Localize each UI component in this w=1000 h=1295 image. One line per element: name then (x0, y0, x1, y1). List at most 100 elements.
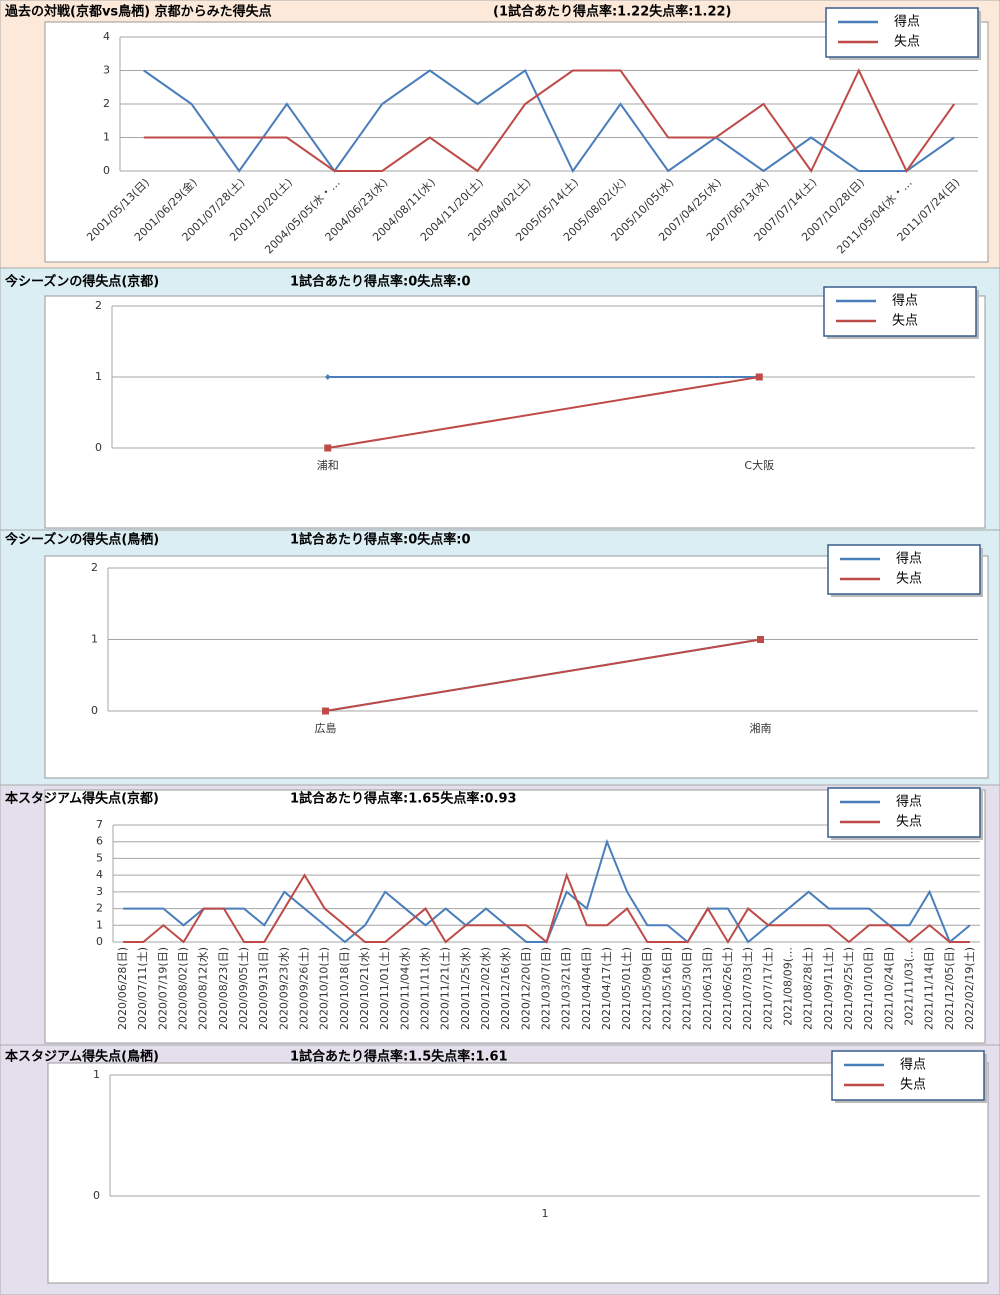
x-tick-label: 2021/11/14(日) (923, 947, 936, 1030)
x-tick-label: 2020/11/25(水) (459, 947, 472, 1030)
y-tick-label: 4 (96, 868, 103, 881)
legend-label: 失点 (896, 572, 922, 587)
chart-title: 本スタジアム得失点(京都) (5, 791, 159, 807)
x-tick-label: 2020/10/10(土) (318, 947, 331, 1030)
y-tick-label: 2 (96, 902, 103, 915)
y-tick-label: 3 (96, 885, 103, 898)
y-tick-label: 1 (93, 1068, 100, 1081)
x-tick-label: 2020/06/28(日) (116, 947, 129, 1030)
x-tick-label: 2020/11/01(土) (378, 947, 391, 1030)
y-tick-label: 3 (103, 64, 110, 77)
x-tick-label: 2021/08/09(… (781, 947, 794, 1026)
legend-box (831, 1050, 985, 1101)
y-tick-label: 7 (96, 818, 103, 831)
series-line (143, 68, 955, 173)
x-tick-label: 2021/09/25(土) (842, 947, 855, 1030)
x-tick-label: 2021/12/05(日) (943, 947, 956, 1030)
series-line (123, 872, 970, 944)
y-tick-label: 2 (91, 561, 98, 574)
x-tick-label: 2020/09/13(日) (257, 947, 270, 1030)
chart-title: 今シーズンの得失点(鳥栖) (4, 532, 159, 548)
x-tick-label: 2021/08/28(土) (802, 947, 815, 1030)
x-tick-label: 2020/11/04(水) (398, 947, 411, 1030)
series-line (143, 68, 955, 173)
point-marker (757, 636, 764, 643)
y-tick-label: 6 (96, 835, 103, 848)
y-tick-label: 1 (96, 918, 103, 931)
legend-label: 失点 (892, 314, 918, 329)
y-tick-label: 2 (103, 97, 110, 110)
x-tick-label: 広島 (315, 721, 337, 735)
x-tick-label: 2022/02/19(土) (963, 947, 976, 1030)
y-tick-label: 4 (103, 30, 110, 43)
x-tick-label: 2020/08/12(水) (197, 947, 210, 1030)
chart-subtitle: (1試合あたり得点率:1.22失点率:1.22) (493, 4, 731, 20)
x-tick-label: 2021/10/24(日) (882, 947, 895, 1030)
legend-label: 得点 (894, 14, 920, 30)
x-tick-label: 2021/04/04(日) (580, 947, 593, 1030)
x-tick-label: 2020/08/23(日) (217, 947, 230, 1030)
x-tick-label: C大阪 (744, 458, 774, 472)
x-tick-label: 浦和 (317, 459, 339, 472)
legend-label: 得点 (892, 293, 918, 309)
legend-box (827, 787, 981, 838)
y-tick-label: 1 (91, 633, 98, 646)
x-tick-label: 2021/06/13(日) (701, 947, 714, 1030)
y-tick-label: 1 (103, 131, 110, 144)
y-tick-label: 0 (96, 935, 103, 948)
point-marker (755, 373, 763, 381)
x-tick-label: 2021/07/17(土) (761, 947, 774, 1030)
legend-label: 失点 (900, 1078, 926, 1093)
x-tick-label: 2020/12/02(水) (479, 947, 492, 1030)
x-tick-label: 2021/05/01(土) (620, 947, 633, 1030)
x-tick-label: 2020/12/16(水) (499, 947, 512, 1030)
x-tick-label: 1 (542, 1207, 549, 1220)
legend-label: 得点 (900, 1057, 926, 1073)
x-tick-label: 2020/09/23(水) (277, 947, 290, 1030)
x-tick-label: 2021/06/26(土) (721, 947, 734, 1030)
chart-title: 今シーズンの得失点(京都) (4, 274, 159, 290)
x-tick-label: 2021/05/09(日) (640, 947, 653, 1030)
x-tick-label: 2020/11/21(土) (439, 947, 452, 1030)
y-tick-label: 0 (95, 441, 102, 454)
chart-area (44, 21, 989, 263)
point-marker (324, 444, 332, 452)
x-tick-label: 2021/03/07(日) (540, 947, 553, 1030)
y-tick-label: 0 (93, 1189, 100, 1202)
legend-label: 得点 (896, 794, 922, 810)
chart-subtitle: 1試合あたり得点率:0失点率:0 (290, 274, 471, 290)
point-marker (324, 374, 331, 380)
x-tick-label: 2021/03/21(日) (560, 947, 573, 1030)
legend-box (823, 286, 977, 337)
y-tick-label: 2 (95, 299, 102, 312)
series-line (327, 376, 760, 449)
y-tick-label: 1 (95, 370, 102, 383)
x-tick-label: 2021/05/16(日) (660, 947, 673, 1030)
x-tick-label: 2020/09/26(土) (298, 947, 311, 1030)
series-line (325, 638, 761, 712)
x-tick-label: 2020/07/19(日) (156, 947, 169, 1030)
x-tick-label: 2020/07/11(土) (136, 947, 149, 1030)
chart-title: 過去の対戦(京都vs鳥栖) 京都からみた得失点 (4, 4, 272, 20)
x-tick-label: 2021/04/17(土) (600, 947, 613, 1030)
chart-subtitle: 1試合あたり得点率:0失点率:0 (290, 532, 471, 548)
legend-label: 失点 (894, 35, 920, 50)
y-tick-label: 0 (103, 164, 110, 177)
y-tick-label: 0 (91, 704, 98, 717)
x-tick-label: 2020/12/20(日) (519, 947, 532, 1030)
chart-title: 本スタジアム得失点(鳥栖) (5, 1049, 159, 1065)
x-tick-label: 2021/07/03(土) (741, 947, 754, 1030)
x-tick-label: 2021/05/30(日) (681, 947, 694, 1030)
chart-subtitle: 1試合あたり得点率:1.65失点率:0.93 (290, 791, 517, 807)
legend-box (825, 7, 979, 58)
x-tick-label: 2021/11/03(… (902, 947, 915, 1026)
chart-subtitle: 1試合あたり得点率:1.5失点率:1.61 (290, 1049, 508, 1065)
x-tick-label: 2020/08/02(日) (177, 947, 190, 1030)
x-tick-label: 2020/10/21(水) (358, 947, 371, 1030)
legend-box (827, 544, 981, 595)
x-tick-label: 湘南 (750, 721, 772, 735)
y-tick-label: 5 (96, 851, 103, 864)
point-marker (322, 707, 329, 715)
x-tick-label: 2021/10/10(日) (862, 947, 875, 1030)
